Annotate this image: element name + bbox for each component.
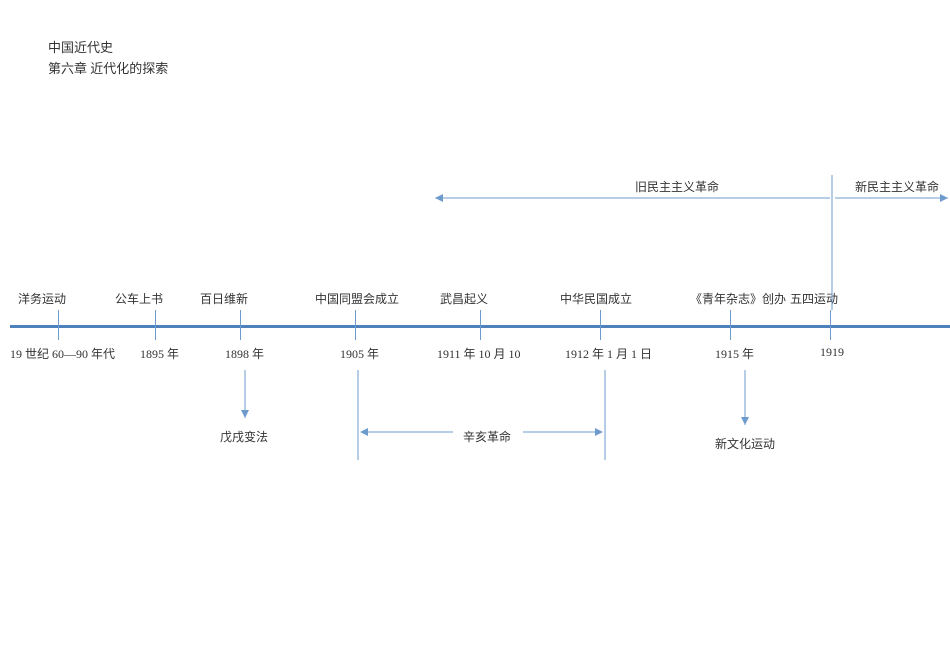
- xinwenhua-label: 新文化运动: [715, 435, 775, 452]
- lower-annotation-arrows: [0, 0, 950, 500]
- xinhai-label: 辛亥革命: [463, 428, 511, 445]
- wuxu-label: 戊戌变法: [220, 428, 268, 445]
